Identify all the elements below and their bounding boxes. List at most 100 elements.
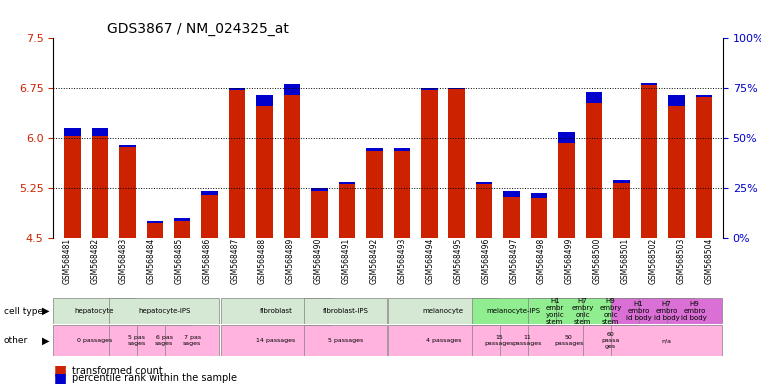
Bar (366, 148, 383, 151)
Text: GSM568493: GSM568493 (397, 238, 406, 285)
Text: GSM568496: GSM568496 (481, 238, 490, 285)
FancyBboxPatch shape (109, 325, 164, 356)
Text: ▶: ▶ (42, 306, 49, 316)
Text: H7
embro
id body: H7 embro id body (654, 301, 680, 321)
Bar (668, 95, 685, 106)
Bar (421, 88, 438, 90)
Text: GSM568483: GSM568483 (119, 238, 128, 284)
Text: GSM568499: GSM568499 (565, 238, 574, 285)
Text: GSM568490: GSM568490 (314, 238, 323, 285)
Text: transformed count: transformed count (72, 366, 163, 376)
Bar (503, 192, 520, 197)
Text: GSM568500: GSM568500 (593, 238, 602, 285)
Bar (366, 148, 383, 238)
FancyBboxPatch shape (109, 298, 219, 324)
Bar (202, 192, 218, 238)
FancyBboxPatch shape (584, 298, 638, 324)
Text: GSM568494: GSM568494 (425, 238, 435, 285)
FancyBboxPatch shape (472, 325, 526, 356)
FancyBboxPatch shape (527, 298, 582, 324)
Text: GSM568491: GSM568491 (342, 238, 351, 284)
FancyBboxPatch shape (611, 325, 721, 356)
Bar (147, 222, 163, 223)
Text: GSM568489: GSM568489 (286, 238, 295, 284)
FancyBboxPatch shape (53, 298, 135, 324)
Bar (339, 182, 355, 184)
Text: H9
embro
id body: H9 embro id body (681, 301, 707, 321)
Bar (284, 84, 301, 94)
Text: H7
embry
onic
stem: H7 embry onic stem (572, 298, 594, 324)
FancyBboxPatch shape (221, 298, 331, 324)
Text: 15
passages: 15 passages (484, 335, 514, 346)
Text: GSM568497: GSM568497 (509, 238, 518, 285)
Bar (202, 192, 218, 195)
Bar (448, 88, 465, 89)
Text: GDS3867 / NM_024325_at: GDS3867 / NM_024325_at (107, 22, 288, 36)
FancyBboxPatch shape (165, 325, 219, 356)
Text: 14 passages: 14 passages (256, 338, 295, 343)
FancyBboxPatch shape (221, 325, 331, 356)
Bar (311, 188, 328, 191)
Text: H1
embr
yonic
stem: H1 embr yonic stem (546, 298, 564, 324)
Text: GSM568486: GSM568486 (202, 238, 212, 284)
Bar (559, 132, 575, 238)
Text: GSM568487: GSM568487 (230, 238, 239, 284)
FancyBboxPatch shape (611, 298, 666, 324)
Text: other: other (4, 336, 28, 345)
Text: GSM568484: GSM568484 (146, 238, 155, 284)
Bar (174, 218, 190, 238)
Text: H1
embro
id body: H1 embro id body (626, 301, 651, 321)
Text: GSM568504: GSM568504 (705, 238, 714, 285)
Text: GSM568503: GSM568503 (677, 238, 686, 285)
Bar (174, 218, 190, 220)
Bar (641, 83, 657, 238)
Text: GSM568495: GSM568495 (454, 238, 463, 285)
Text: 50
passages: 50 passages (554, 335, 584, 346)
Bar (393, 148, 410, 238)
Text: 60
passa
ges: 60 passa ges (601, 332, 619, 349)
Text: GSM568488: GSM568488 (258, 238, 267, 284)
Text: 7 pas
sages: 7 pas sages (183, 335, 201, 346)
Bar (531, 193, 547, 238)
Bar (696, 95, 712, 96)
Bar (229, 88, 245, 238)
FancyBboxPatch shape (639, 298, 693, 324)
Bar (119, 145, 135, 147)
Bar (147, 222, 163, 238)
Text: GSM568501: GSM568501 (621, 238, 630, 284)
Bar (393, 148, 410, 151)
FancyBboxPatch shape (667, 298, 721, 324)
Bar (613, 179, 629, 238)
Text: ▶: ▶ (42, 336, 49, 346)
Bar (503, 192, 520, 238)
Text: n/a: n/a (661, 338, 671, 343)
Text: 6 pas
sages: 6 pas sages (155, 335, 174, 346)
Bar (586, 92, 602, 103)
Bar (559, 132, 575, 142)
FancyBboxPatch shape (137, 325, 192, 356)
Text: ■: ■ (53, 364, 66, 377)
Text: melanocyte: melanocyte (422, 308, 463, 314)
FancyBboxPatch shape (53, 325, 135, 356)
FancyBboxPatch shape (527, 325, 610, 356)
Bar (256, 95, 273, 238)
Bar (476, 182, 492, 238)
Bar (476, 182, 492, 184)
Bar (586, 92, 602, 238)
Bar (641, 83, 657, 84)
Bar (421, 88, 438, 238)
Text: percentile rank within the sample: percentile rank within the sample (72, 373, 237, 383)
Bar (229, 88, 245, 90)
FancyBboxPatch shape (304, 325, 387, 356)
Text: fibroblast: fibroblast (260, 308, 292, 314)
Bar (91, 128, 108, 238)
Text: 0 passages: 0 passages (77, 338, 112, 343)
Text: GSM568482: GSM568482 (91, 238, 100, 284)
Text: hepatocyte: hepatocyte (75, 308, 114, 314)
Bar (119, 145, 135, 238)
Text: GSM568502: GSM568502 (648, 238, 658, 284)
FancyBboxPatch shape (304, 298, 387, 324)
FancyBboxPatch shape (584, 325, 638, 356)
Bar (91, 128, 108, 136)
Text: melanocyte-IPS: melanocyte-IPS (486, 308, 540, 314)
